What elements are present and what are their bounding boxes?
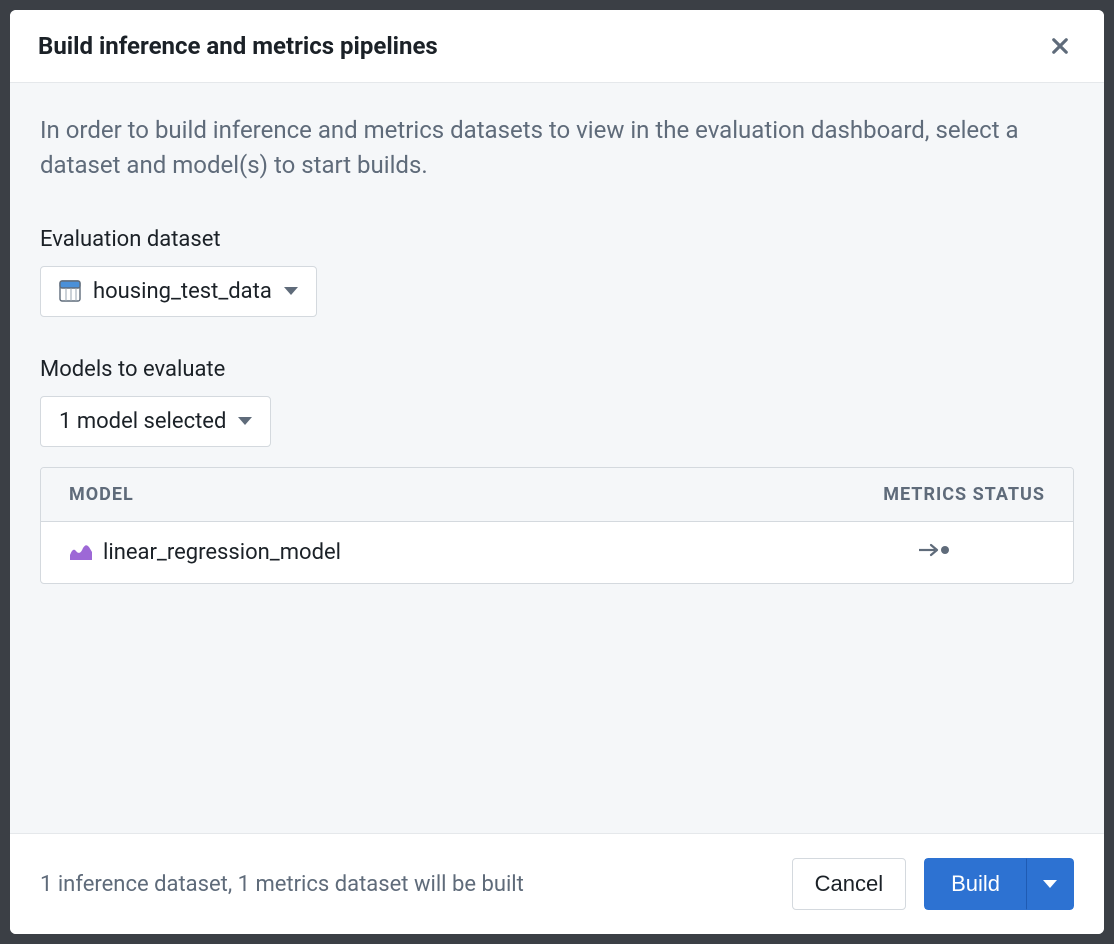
models-table: MODEL METRICS STATUS linear_regression_m…: [40, 467, 1074, 584]
build-dropdown-button[interactable]: [1026, 858, 1074, 910]
dialog-header: Build inference and metrics pipelines: [10, 10, 1104, 83]
column-header-status: METRICS STATUS: [825, 484, 1045, 505]
chevron-down-icon: [238, 417, 252, 425]
cancel-button[interactable]: Cancel: [792, 858, 906, 910]
evaluation-dataset-label: Evaluation dataset: [40, 227, 1074, 252]
model-icon: [69, 542, 93, 562]
column-header-model: MODEL: [69, 484, 825, 505]
dataset-icon: [59, 280, 81, 302]
build-button-group: Build: [924, 858, 1074, 910]
dialog-body: In order to build inference and metrics …: [10, 83, 1104, 833]
status-cell: [825, 542, 1045, 562]
table-row: linear_regression_model: [41, 522, 1073, 583]
evaluation-dataset-value: housing_test_data: [93, 279, 272, 304]
evaluation-dataset-select[interactable]: housing_test_data: [40, 266, 317, 317]
footer-summary: 1 inference dataset, 1 metrics dataset w…: [40, 872, 524, 897]
models-section: Models to evaluate 1 model selected MODE…: [40, 357, 1074, 584]
models-select[interactable]: 1 model selected: [40, 396, 271, 447]
dialog-description: In order to build inference and metrics …: [40, 113, 1074, 183]
build-button[interactable]: Build: [924, 858, 1026, 910]
dialog-footer: 1 inference dataset, 1 metrics dataset w…: [10, 833, 1104, 934]
close-icon: [1050, 36, 1070, 56]
footer-actions: Cancel Build: [792, 858, 1074, 910]
model-cell: linear_regression_model: [69, 540, 825, 565]
build-pipelines-dialog: Build inference and metrics pipelines In…: [10, 10, 1104, 934]
model-name: linear_regression_model: [103, 540, 341, 565]
models-select-value: 1 model selected: [59, 409, 226, 434]
dialog-title: Build inference and metrics pipelines: [38, 32, 438, 60]
close-button[interactable]: [1044, 30, 1076, 62]
evaluation-dataset-section: Evaluation dataset housing_test_data: [40, 227, 1074, 317]
flow-into-icon: [918, 542, 952, 562]
models-table-header: MODEL METRICS STATUS: [41, 468, 1073, 522]
models-label: Models to evaluate: [40, 357, 1074, 382]
chevron-down-icon: [284, 287, 298, 295]
chevron-down-icon: [1043, 880, 1057, 888]
